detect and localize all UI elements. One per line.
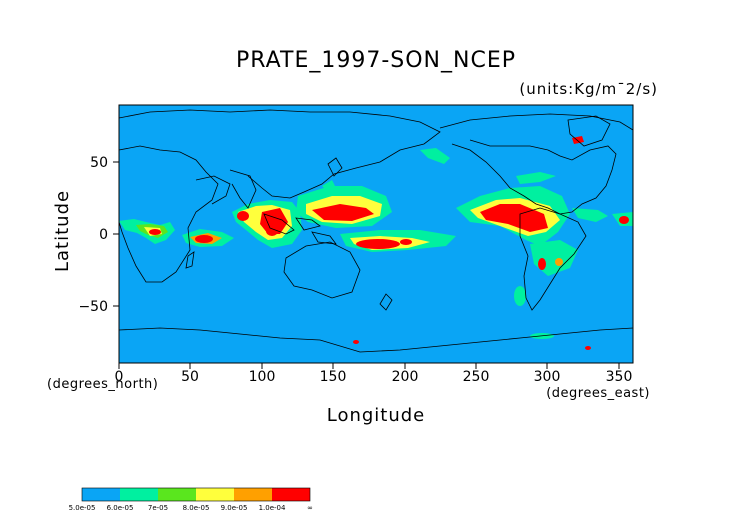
x-tick-label: 250 xyxy=(463,369,490,385)
x-tick-label: 300 xyxy=(534,369,561,385)
x-tick-label: 100 xyxy=(249,369,276,385)
color-legend: 5.0e-05 6.0e-05 7e-05 8.0e-05 9.0e-05 1.… xyxy=(69,487,313,512)
y-tick-label: 50 xyxy=(90,155,108,171)
legend-label: 9.0e-05 xyxy=(221,504,248,512)
legend-swatch xyxy=(158,488,196,501)
units-label: (units:Kg/m¯2/s) xyxy=(519,80,658,98)
legend-swatch xyxy=(120,488,158,501)
legend-label: 6.0e-05 xyxy=(107,504,134,512)
legend-label: ∞ xyxy=(307,504,313,512)
x-axis-label: Longitude xyxy=(326,405,426,426)
legend-label: 5.0e-05 xyxy=(69,504,96,512)
legend-label: 7e-05 xyxy=(148,504,168,512)
tick-marks xyxy=(113,161,620,369)
x-tick-label: 0 xyxy=(115,369,124,385)
y-tick-label: 0 xyxy=(99,227,108,243)
legend-label: 1.0e-04 xyxy=(259,504,286,512)
coastlines xyxy=(118,109,634,353)
legend-swatch xyxy=(272,488,310,501)
legend-swatch xyxy=(82,488,120,501)
x-tick-label: 200 xyxy=(392,369,419,385)
x-unit-left: (degrees_north) xyxy=(47,377,159,392)
precip-field xyxy=(119,136,633,350)
x-tick-label: 50 xyxy=(181,369,199,385)
x-tick-label: 350 xyxy=(606,369,633,385)
x-unit-right: (degrees_east) xyxy=(546,386,650,401)
legend-label: 8.0e-05 xyxy=(183,504,210,512)
legend-swatch xyxy=(196,488,234,501)
x-tick-label: 150 xyxy=(320,369,347,385)
y-tick-label: −50 xyxy=(78,299,108,315)
legend-swatch xyxy=(234,488,272,501)
y-axis-label: Latitude xyxy=(52,189,73,272)
map-title: PRATE_1997-SON_NCEP xyxy=(236,48,516,73)
